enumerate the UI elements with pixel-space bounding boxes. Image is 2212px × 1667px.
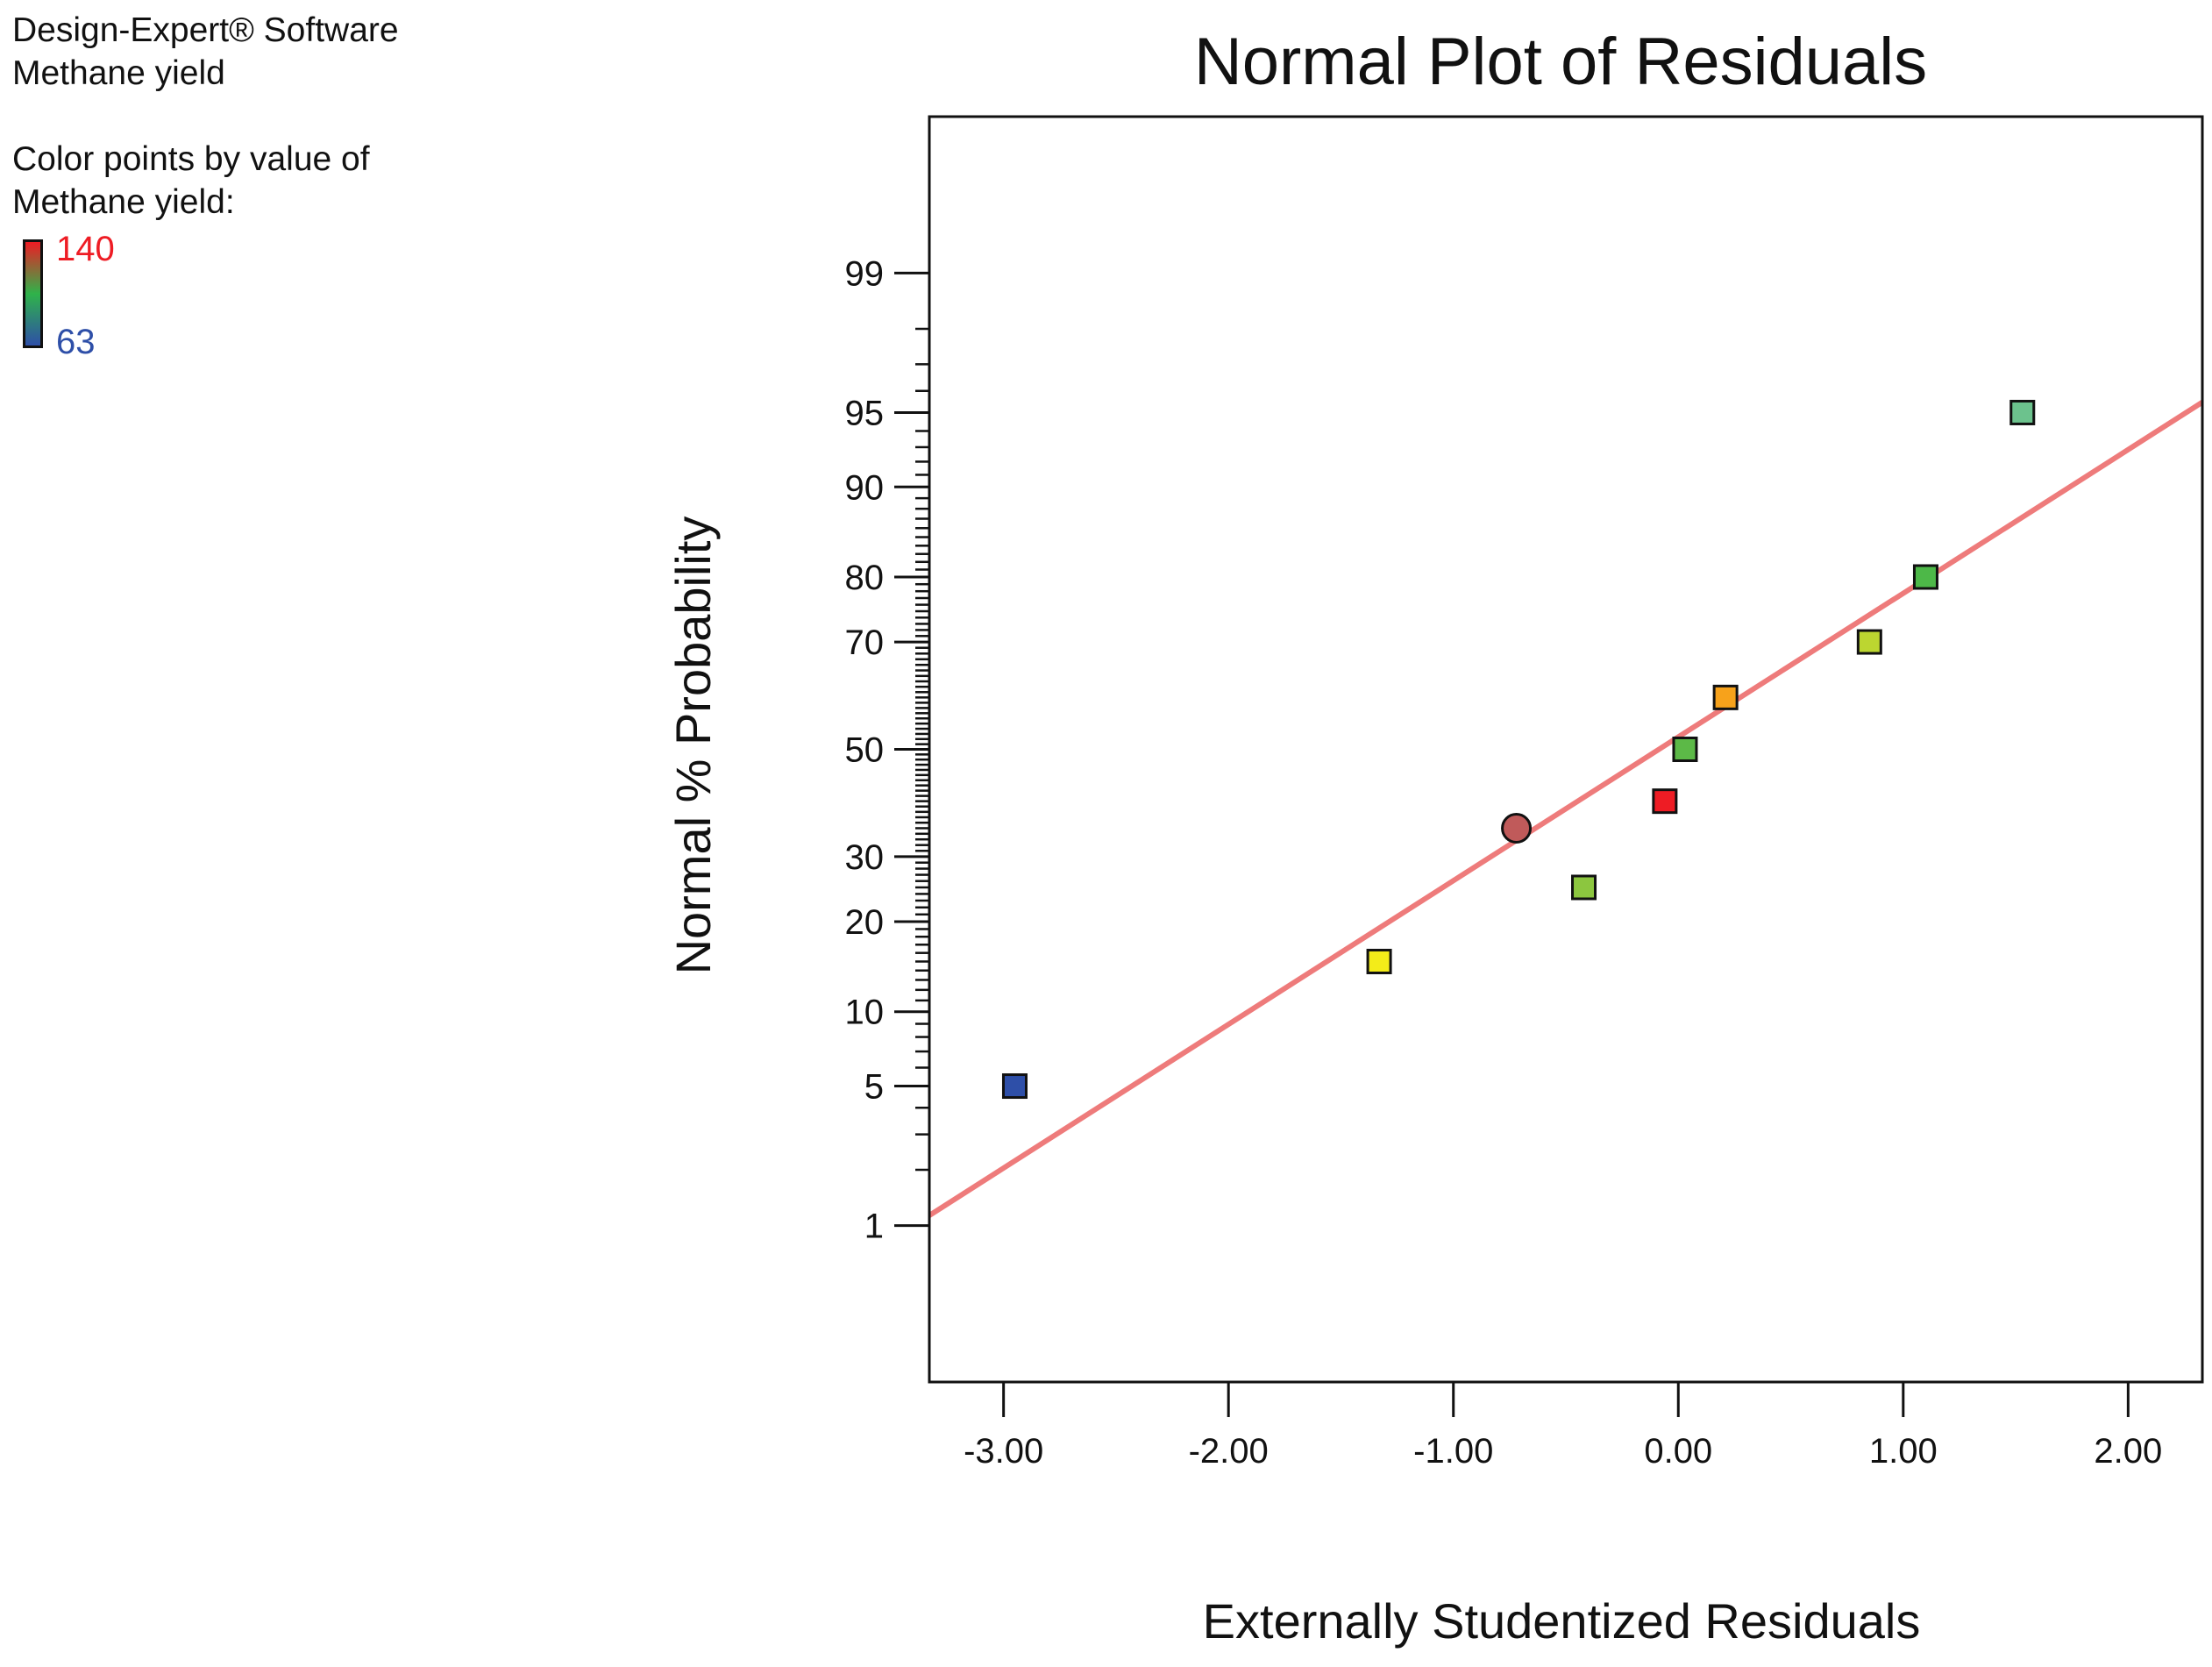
x-tick-label: -1.00 — [1413, 1432, 1493, 1471]
chart-title: Normal Plot of Residuals — [1194, 25, 1927, 99]
data-point — [1571, 874, 1597, 901]
y-tick-label: 70 — [845, 623, 885, 662]
data-point — [1912, 564, 1938, 590]
response-label: Methane yield — [12, 54, 225, 92]
legend-high-value: 140 — [56, 230, 115, 268]
data-point — [1366, 948, 1392, 974]
color-by-label-2: Methane yield: — [12, 183, 235, 221]
y-tick-label: 80 — [845, 559, 885, 597]
y-axis-title: Normal % Probability — [665, 516, 721, 975]
data-point — [2009, 399, 2036, 425]
y-tick-label: 95 — [845, 394, 885, 432]
y-tick-label: 50 — [845, 731, 885, 770]
y-tick-label: 99 — [845, 254, 885, 293]
y-tick-label: 90 — [845, 468, 885, 507]
x-axis-title: Externally Studentized Residuals — [1203, 1593, 1921, 1649]
y-tick-label: 1 — [864, 1208, 884, 1246]
data-point — [1672, 737, 1698, 762]
y-tick-label: 5 — [864, 1068, 884, 1107]
y-tick-label: 30 — [845, 838, 885, 877]
y-tick-label: 20 — [845, 903, 885, 942]
x-tick-label: 2.00 — [2094, 1432, 2162, 1471]
x-tick-label: -3.00 — [964, 1432, 1043, 1471]
data-point — [1501, 812, 1533, 844]
data-point — [1001, 1073, 1028, 1100]
info-panel: Design-Expert® Software Methane yield Co… — [12, 9, 399, 224]
reference-line — [929, 400, 2202, 1218]
software-label: Design-Expert® Software — [12, 11, 399, 49]
plot-frame — [928, 115, 2204, 1384]
color-gradient-bar — [23, 239, 43, 348]
data-point — [1712, 684, 1739, 710]
legend-low-value: 63 — [56, 323, 96, 361]
y-tick-label: 10 — [845, 994, 885, 1032]
x-tick-label: 1.00 — [1869, 1432, 1938, 1471]
color-by-label-1: Color points by value of — [12, 140, 370, 178]
data-point — [1856, 629, 1882, 655]
data-point — [1652, 788, 1678, 815]
x-tick-label: -2.00 — [1189, 1432, 1269, 1471]
x-tick-label: 0.00 — [1644, 1432, 1712, 1471]
